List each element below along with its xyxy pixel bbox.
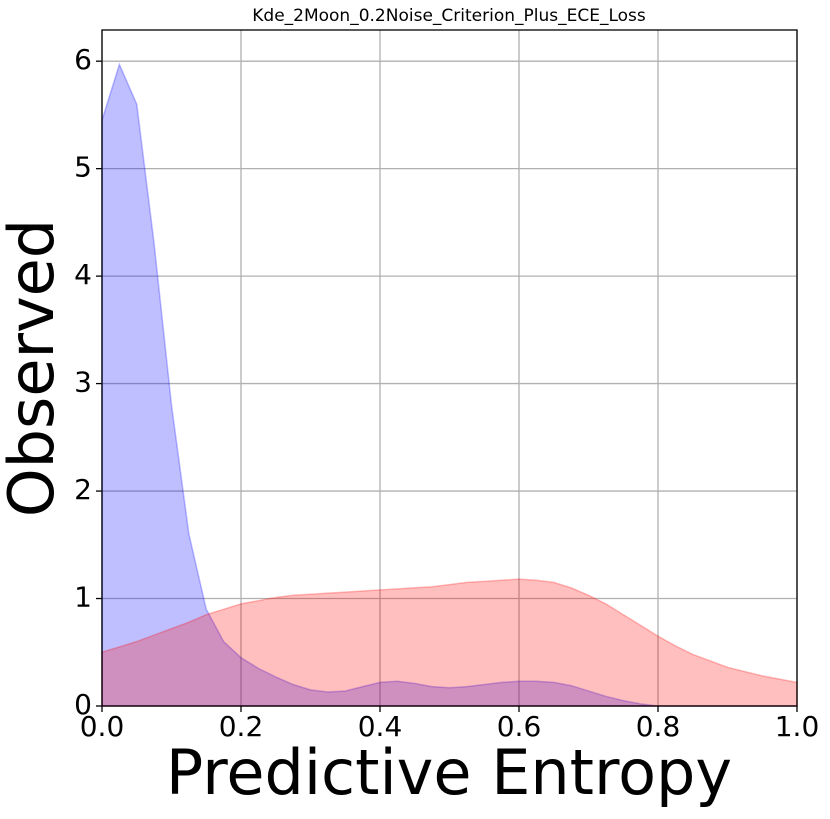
y-tick-label: 2 [74, 473, 92, 506]
y-tick-label: 4 [74, 258, 92, 291]
x-axis-label: Predictive Entropy [166, 736, 732, 809]
x-tick-label: 0.6 [497, 710, 542, 743]
y-tick-label: 1 [74, 581, 92, 614]
chart-title: Kde_2Moon_0.2Noise_Criterion_Plus_ECE_Lo… [252, 6, 646, 26]
y-tick-label: 3 [74, 366, 92, 399]
x-tick-label: 0.2 [219, 710, 264, 743]
x-tick-label: 0.4 [358, 710, 403, 743]
x-tick-label: 0.8 [636, 710, 681, 743]
x-tick-label: 0.0 [80, 710, 125, 743]
y-axis-label: Observed [0, 219, 68, 517]
y-tick-label: 5 [74, 151, 92, 184]
y-tick-label: 0 [74, 688, 92, 721]
y-tick-label: 6 [74, 43, 92, 76]
plot-frame [101, 29, 798, 707]
density-area [101, 578, 798, 707]
x-tick-label: 1.0 [775, 710, 820, 743]
